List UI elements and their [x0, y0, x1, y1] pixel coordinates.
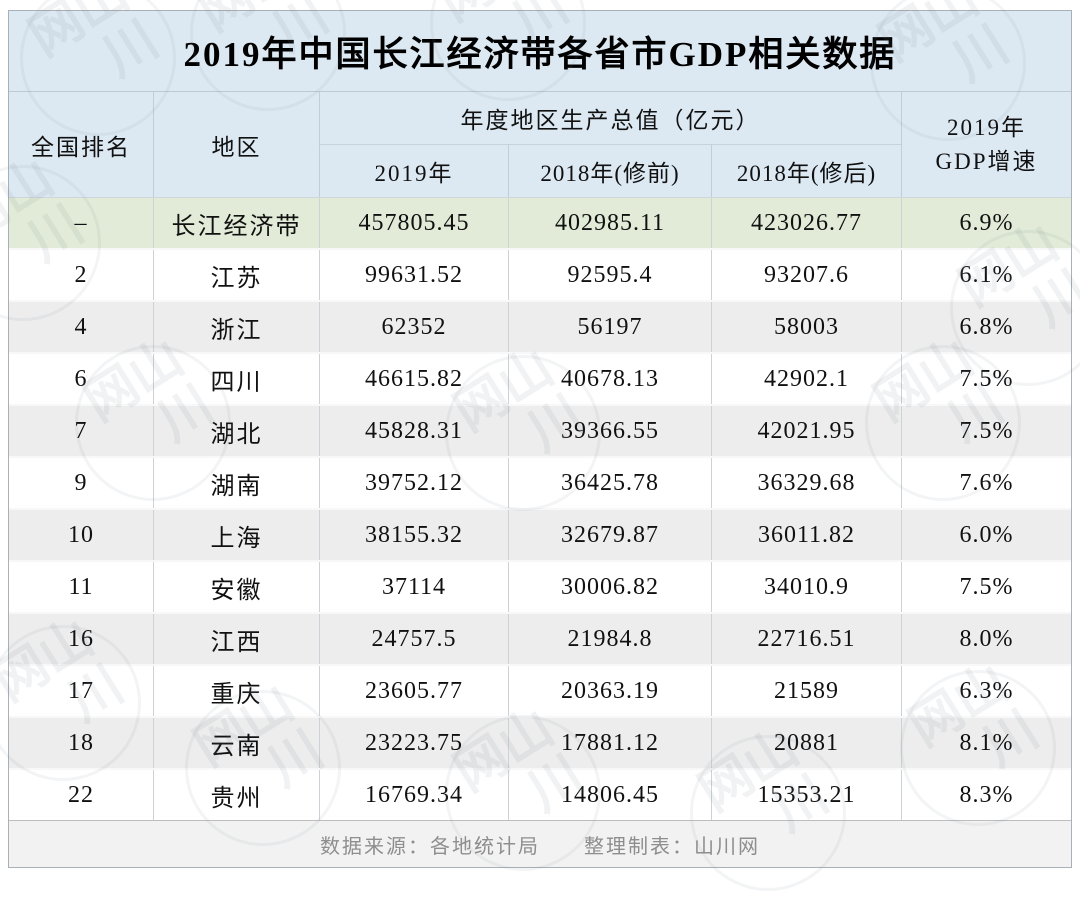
region-cell: 浙江	[153, 302, 319, 352]
gdp-2018-post-cell: 36329.68	[711, 458, 901, 508]
growth-cell: 7.5%	[901, 406, 1071, 456]
region-cell: 湖北	[153, 406, 319, 456]
table-row: 2 江苏 99631.52 92595.4 93207.6 6.1%	[9, 248, 1071, 300]
rank-cell: 22	[68, 781, 94, 808]
table-body: – 长江经济带 457805.45 402985.11 423026.77 6.…	[9, 197, 1071, 820]
rank-cell: 7	[74, 417, 88, 444]
gdp-2018-post-cell: 22716.51	[711, 614, 901, 664]
rank-cell: 17	[68, 677, 94, 704]
region-cell: 长江经济带	[153, 198, 319, 248]
rank-cell: 4	[74, 313, 88, 340]
growth-cell: 6.0%	[901, 510, 1071, 560]
gdp-2018-post-cell: 21589	[711, 666, 901, 716]
table-row: 16 江西 24757.5 21984.8 22716.51 8.0%	[9, 612, 1071, 664]
growth-cell: 6.3%	[901, 666, 1071, 716]
gdp-2019-cell: 37114	[319, 562, 508, 612]
rank-cell: 6	[74, 365, 88, 392]
gdp-2018-post-cell: 36011.82	[711, 510, 901, 560]
growth-cell: 8.3%	[901, 770, 1071, 820]
gdp-2018-post-cell: 42902.1	[711, 354, 901, 404]
gdp-2018-pre-cell: 56197	[508, 302, 711, 352]
gdp-2018-pre-cell: 32679.87	[508, 510, 711, 560]
gdp-table: 2019年中国长江经济带各省市GDP相关数据 全国排名 地区 年度地区生产总值（…	[8, 10, 1072, 868]
region-cell: 江苏	[153, 250, 319, 300]
rank-cell: –	[74, 209, 88, 236]
gdp-2019-cell: 39752.12	[319, 458, 508, 508]
region-cell: 江西	[153, 614, 319, 664]
rank-cell: 18	[68, 729, 94, 756]
growth-cell: 6.8%	[901, 302, 1071, 352]
region-cell: 四川	[153, 354, 319, 404]
gdp-2019-cell: 62352	[319, 302, 508, 352]
footer-source-text: 数据来源：各地统计局 整理制表：山川网	[320, 835, 760, 858]
rank-cell: 9	[74, 469, 88, 496]
header-growth: 2019年 GDP增速	[901, 92, 1071, 197]
region-cell: 湖南	[153, 458, 319, 508]
rank-cell: 16	[68, 625, 94, 652]
growth-cell: 8.0%	[901, 614, 1071, 664]
gdp-2019-cell: 99631.52	[319, 250, 508, 300]
gdp-2019-cell: 38155.32	[319, 510, 508, 560]
header-2019: 2019年	[319, 144, 508, 197]
region-cell: 贵州	[153, 770, 319, 820]
gdp-2018-pre-cell: 39366.55	[508, 406, 711, 456]
header-2018-post: 2018年(修后)	[711, 144, 901, 197]
gdp-2018-post-cell: 20881	[711, 718, 901, 768]
growth-cell: 7.5%	[901, 562, 1071, 612]
gdp-2018-pre-cell: 30006.82	[508, 562, 711, 612]
gdp-2018-pre-cell: 14806.45	[508, 770, 711, 820]
gdp-2018-pre-cell: 40678.13	[508, 354, 711, 404]
header-region: 地区	[153, 92, 319, 197]
header-growth-line2: GDP增速	[935, 148, 1038, 174]
table-row: 10 上海 38155.32 32679.87 36011.82 6.0%	[9, 508, 1071, 560]
table-footer: 数据来源：各地统计局 整理制表：山川网	[9, 820, 1071, 867]
gdp-2019-cell: 23605.77	[319, 666, 508, 716]
rank-cell: 10	[68, 521, 94, 548]
header-gdp-group: 年度地区生产总值（亿元）	[319, 92, 901, 144]
table-row: 11 安徽 37114 30006.82 34010.9 7.5%	[9, 560, 1071, 612]
table-header: 全国排名 地区 年度地区生产总值（亿元） 2019年 GDP增速 2019年 2…	[9, 91, 1071, 197]
gdp-2018-pre-cell: 402985.11	[508, 198, 711, 248]
growth-cell: 7.6%	[901, 458, 1071, 508]
table-row: – 长江经济带 457805.45 402985.11 423026.77 6.…	[9, 197, 1071, 248]
table-row: 18 云南 23223.75 17881.12 20881 8.1%	[9, 716, 1071, 768]
growth-cell: 8.1%	[901, 718, 1071, 768]
table-row: 17 重庆 23605.77 20363.19 21589 6.3%	[9, 664, 1071, 716]
gdp-2019-cell: 23223.75	[319, 718, 508, 768]
table-row: 6 四川 46615.82 40678.13 42902.1 7.5%	[9, 352, 1071, 404]
region-cell: 安徽	[153, 562, 319, 612]
gdp-2018-pre-cell: 21984.8	[508, 614, 711, 664]
header-rank: 全国排名	[31, 134, 131, 160]
header-2018-pre: 2018年(修前)	[508, 144, 711, 197]
table-row: 9 湖南 39752.12 36425.78 36329.68 7.6%	[9, 456, 1071, 508]
gdp-2018-post-cell: 34010.9	[711, 562, 901, 612]
gdp-2018-post-cell: 423026.77	[711, 198, 901, 248]
gdp-2018-pre-cell: 92595.4	[508, 250, 711, 300]
region-cell: 云南	[153, 718, 319, 768]
rank-cell: 2	[74, 261, 88, 288]
table-title: 2019年中国长江经济带各省市GDP相关数据	[9, 11, 1071, 91]
gdp-2018-pre-cell: 17881.12	[508, 718, 711, 768]
rank-cell: 11	[68, 573, 94, 600]
growth-cell: 7.5%	[901, 354, 1071, 404]
gdp-2019-cell: 457805.45	[319, 198, 508, 248]
gdp-2019-cell: 24757.5	[319, 614, 508, 664]
gdp-2019-cell: 45828.31	[319, 406, 508, 456]
table-row: 22 贵州 16769.34 14806.45 15353.21 8.3%	[9, 768, 1071, 820]
growth-cell: 6.1%	[901, 250, 1071, 300]
table-row: 4 浙江 62352 56197 58003 6.8%	[9, 300, 1071, 352]
growth-cell: 6.9%	[901, 198, 1071, 248]
gdp-2018-post-cell: 42021.95	[711, 406, 901, 456]
gdp-2018-post-cell: 58003	[711, 302, 901, 352]
gdp-2018-pre-cell: 20363.19	[508, 666, 711, 716]
region-cell: 上海	[153, 510, 319, 560]
gdp-2018-post-cell: 15353.21	[711, 770, 901, 820]
gdp-2019-cell: 46615.82	[319, 354, 508, 404]
gdp-2018-pre-cell: 36425.78	[508, 458, 711, 508]
header-growth-line1: 2019年	[946, 115, 1026, 141]
table-row: 7 湖北 45828.31 39366.55 42021.95 7.5%	[9, 404, 1071, 456]
region-cell: 重庆	[153, 666, 319, 716]
gdp-2019-cell: 16769.34	[319, 770, 508, 820]
gdp-2018-post-cell: 93207.6	[711, 250, 901, 300]
